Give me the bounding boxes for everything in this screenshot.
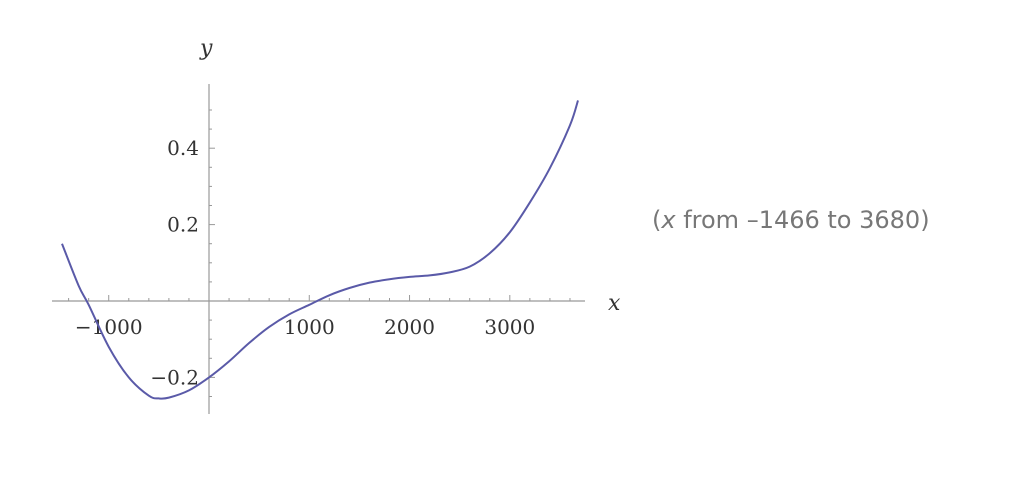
x-tick-label: 2000 bbox=[384, 315, 435, 339]
range-note-variable: x bbox=[661, 206, 676, 234]
x-tick-label: −1000 bbox=[75, 315, 143, 339]
y-axis-title: y bbox=[199, 36, 213, 61]
axes bbox=[52, 84, 585, 414]
x-axis-title: x bbox=[608, 291, 621, 316]
x-tick-label: 1000 bbox=[284, 315, 335, 339]
y-tick-label: −0.2 bbox=[150, 365, 199, 389]
tick-labels: −1000 1000 2000 3000 −0.2 0.2 0.4 bbox=[75, 136, 535, 389]
range-note-open-paren: ( bbox=[652, 206, 662, 234]
y-tick-label: 0.4 bbox=[167, 136, 199, 160]
series-line bbox=[61, 100, 579, 400]
function-plot: −1000 1000 2000 3000 −0.2 0.2 0.4 x y bbox=[52, 36, 621, 414]
y-tick-label: 0.2 bbox=[167, 213, 199, 237]
x-tick-label: 3000 bbox=[484, 315, 535, 339]
x-range-note: (x from –1466 to 3680) bbox=[652, 206, 930, 234]
range-note-text: from –1466 to 3680) bbox=[675, 206, 930, 234]
series bbox=[61, 100, 579, 400]
ticks bbox=[68, 109, 571, 397]
